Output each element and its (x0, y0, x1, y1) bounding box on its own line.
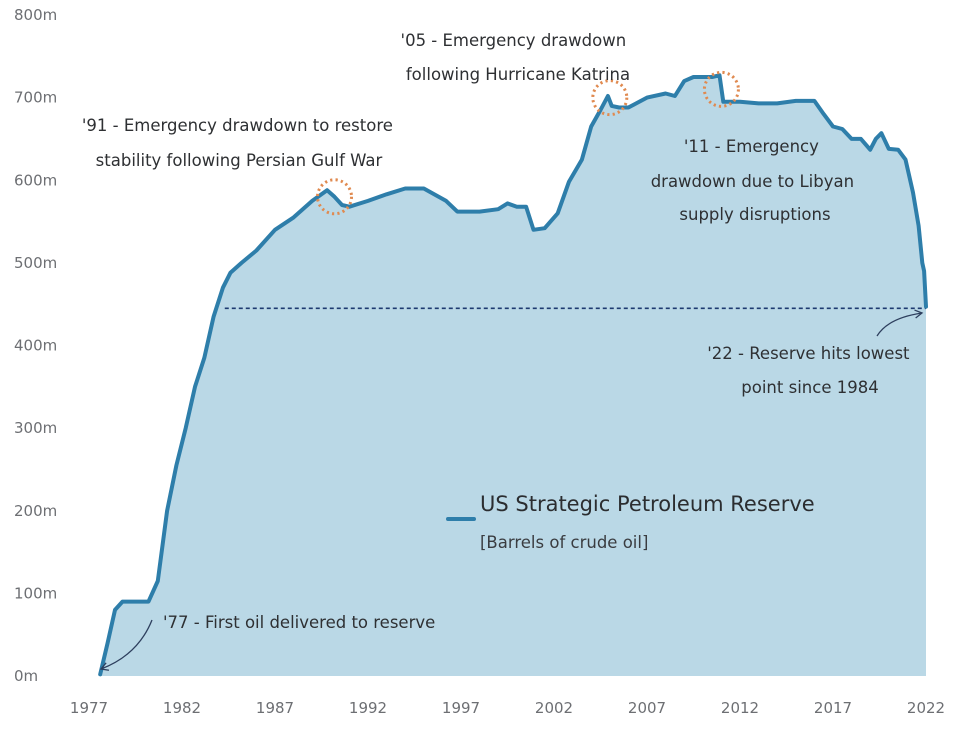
legend-units: [Barrels of crude oil] (480, 533, 648, 552)
legend-series-name: US Strategic Petroleum Reserve (480, 492, 815, 516)
arrow-2022 (876, 309, 924, 337)
x-tick-label: 1997 (442, 699, 480, 717)
y-axis-ticks: 0m 100m 200m 300m 400m 500m 600m 700m 800m (14, 6, 57, 685)
x-tick-label: 1977 (70, 699, 108, 717)
annotation-2011: '11 - Emergency drawdown due to Libyan s… (651, 137, 860, 224)
annotation-1977: '77 - First oil delivered to reserve (163, 613, 435, 632)
annotation-2005: '05 - Emergency drawdown following Hurri… (401, 31, 632, 84)
x-tick-label: 2022 (907, 699, 945, 717)
arrow-1977 (99, 619, 153, 671)
reserve-series-line (98, 73, 928, 677)
x-tick-label: 1982 (163, 699, 201, 717)
x-tick-label: 2017 (814, 699, 852, 717)
x-tick-label: 2002 (535, 699, 573, 717)
drawdown-marker-2011 (702, 70, 740, 108)
legend: US Strategic Petroleum Reserve [Barrels … (446, 492, 815, 552)
y-tick-label: 300m (14, 419, 57, 437)
x-tick-label: 2012 (721, 699, 759, 717)
x-axis-ticks: 1977 1982 1987 1992 1997 2002 2007 2012 2017 2022 (70, 699, 945, 717)
y-tick-label: 600m (14, 171, 57, 189)
x-tick-label: 2007 (628, 699, 666, 717)
annotation-2022: '22 - Reserve hits lowest point since 19… (707, 344, 915, 397)
y-tick-label: 100m (14, 584, 57, 602)
annotation-1991: '91 - Emergency drawdown to restore stab… (82, 116, 398, 170)
x-tick-label: 1987 (256, 699, 294, 717)
drawdown-marker-1991 (316, 178, 354, 216)
annotations: '05 - Emergency drawdown following Hurri… (82, 31, 915, 632)
y-tick-label: 400m (14, 337, 57, 355)
x-tick-label: 1992 (349, 699, 387, 717)
y-tick-label: 0m (14, 667, 38, 685)
reserve-area-fill (100, 75, 926, 677)
y-tick-label: 200m (14, 502, 57, 520)
y-tick-label: 700m (14, 89, 57, 107)
y-tick-label: 500m (14, 254, 57, 272)
drawdown-marker-2005 (591, 79, 629, 117)
y-tick-label: 800m (14, 6, 57, 24)
